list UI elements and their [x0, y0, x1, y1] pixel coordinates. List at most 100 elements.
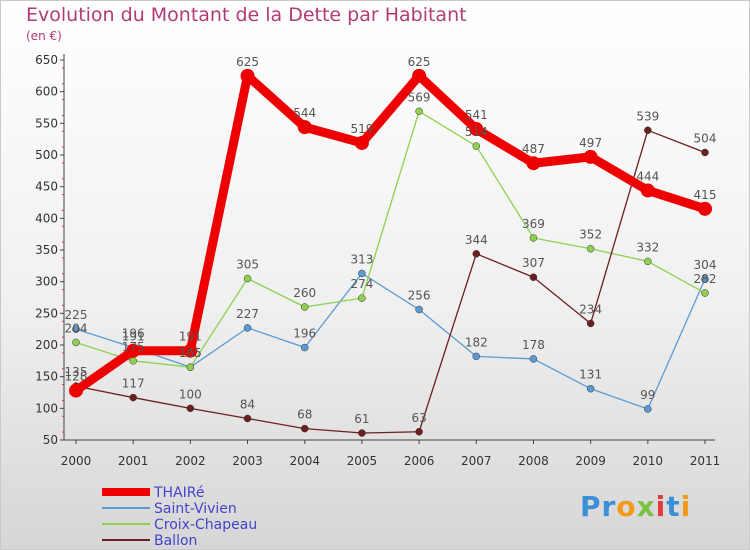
data-label: 178 [522, 338, 545, 352]
logo-letter: t [666, 490, 681, 523]
data-label: 131 [579, 368, 602, 382]
data-point [698, 201, 712, 216]
data-point [529, 273, 538, 281]
y-tick-label: 450 [35, 180, 58, 194]
y-tick-label: 100 [35, 401, 58, 415]
data-label: 191 [179, 330, 202, 344]
x-tick-label: 2008 [518, 454, 549, 468]
data-label: 332 [636, 240, 659, 254]
chart-title: Evolution du Montant de la Dette par Hab… [26, 4, 467, 26]
data-label: 344 [465, 233, 488, 247]
data-label: 182 [465, 335, 488, 349]
legend-label: THAIRé [153, 485, 205, 501]
y-tick-label: 250 [35, 306, 58, 320]
data-point [701, 289, 709, 297]
data-point [297, 120, 312, 135]
y-tick-label: 350 [35, 243, 58, 257]
y-tick-label: 150 [35, 370, 58, 384]
data-point [300, 303, 309, 311]
data-label: 68 [297, 408, 312, 422]
logo-letter: i [680, 490, 692, 523]
data-point [415, 428, 423, 436]
legend-label: Ballon [154, 533, 197, 549]
data-label: 84 [240, 397, 255, 411]
data-label: 256 [408, 289, 431, 303]
x-tick-label: 2005 [347, 454, 378, 468]
data-label: 313 [350, 252, 373, 266]
x-tick-label: 2007 [461, 454, 492, 468]
legend-label: Saint-Vivien [154, 501, 237, 517]
data-label: 128 [65, 370, 88, 384]
data-label: 165 [179, 346, 202, 360]
data-label: 204 [65, 321, 88, 335]
data-point [529, 234, 538, 242]
data-point [586, 319, 595, 328]
data-point [358, 294, 366, 302]
data-label: 305 [236, 258, 259, 272]
data-point [183, 343, 198, 358]
x-tick-label: 2001 [118, 454, 149, 468]
x-tick-label: 2004 [289, 454, 320, 468]
data-label: 61 [354, 412, 369, 426]
data-point [243, 274, 252, 283]
logo-letter: P [580, 490, 602, 523]
data-point [644, 405, 652, 413]
data-point [186, 363, 195, 371]
data-point [701, 148, 709, 157]
data-point [69, 383, 83, 398]
y-tick-label: 200 [35, 338, 58, 352]
x-tick-label: 2000 [61, 454, 92, 468]
data-label: 191 [122, 330, 145, 344]
data-label: 196 [293, 327, 316, 341]
data-point [526, 156, 541, 171]
y-tick-label: 300 [35, 275, 58, 289]
data-label: 63 [411, 411, 426, 425]
data-label: 415 [694, 188, 717, 202]
data-point [240, 68, 255, 83]
data-point [529, 355, 538, 363]
data-label: 625 [408, 55, 431, 69]
y-tick-label: 400 [35, 211, 58, 225]
data-label: 234 [579, 302, 602, 316]
series-line-thair- [73, 71, 707, 395]
data-point [415, 107, 423, 116]
data-point [129, 357, 137, 365]
logo-letter: x [636, 490, 656, 523]
series-line-ballon [75, 129, 706, 434]
data-label: 117 [122, 377, 145, 391]
logo-letter: o [616, 490, 637, 523]
data-point [586, 244, 595, 253]
chart-subtitle: (en €) [26, 29, 62, 43]
data-point [640, 183, 655, 198]
data-label: 541 [465, 108, 488, 122]
data-point [243, 324, 252, 332]
data-label: 369 [522, 217, 545, 231]
y-tick-label: 500 [35, 148, 58, 162]
data-label: 487 [522, 142, 545, 156]
data-point [300, 424, 309, 433]
x-tick-label: 2006 [404, 454, 435, 468]
logo-letter: i [655, 490, 667, 523]
data-label: 100 [179, 387, 202, 401]
x-tick-label: 2011 [690, 454, 721, 468]
y-tick-label: 650 [35, 53, 58, 67]
data-point [358, 269, 366, 278]
data-label: 175 [122, 340, 145, 354]
data-label: 504 [694, 131, 717, 145]
x-tick-label: 2002 [175, 454, 206, 468]
data-label: 519 [350, 122, 373, 136]
data-label: 569 [408, 90, 431, 104]
data-point [129, 393, 137, 402]
data-label: 307 [522, 256, 545, 270]
data-point [472, 142, 481, 150]
series-line-saint-vivien [75, 272, 706, 410]
data-label: 196 [122, 327, 145, 341]
data-label: 274 [350, 277, 373, 291]
data-label: 282 [694, 272, 717, 286]
data-point [472, 352, 481, 361]
x-tick-label: 2009 [575, 454, 606, 468]
data-point [586, 384, 595, 393]
data-label: 227 [236, 307, 259, 321]
data-point [472, 250, 481, 258]
